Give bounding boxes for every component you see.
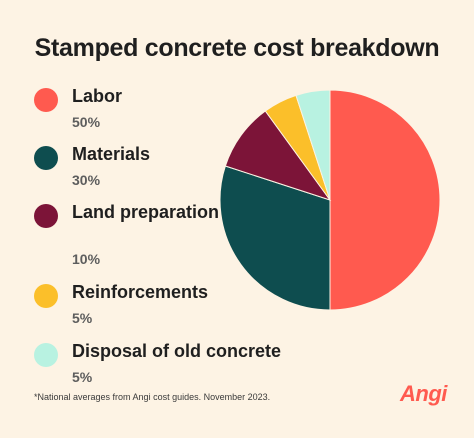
legend-value-materials: 30%: [72, 172, 101, 188]
legend-label-reinforcements: Reinforcements: [72, 282, 209, 302]
legend-label-labor: Labor: [72, 86, 123, 106]
footnote: *National averages from Angi cost guides…: [34, 392, 271, 402]
legend-label-materials: Materials: [72, 144, 151, 164]
pie-slice-labor: [329, 89, 441, 311]
legend-label-disposal: Disposal of old concrete: [72, 341, 282, 361]
legend-swatch-land-preparation: [34, 204, 58, 228]
legend-swatch-labor: [34, 88, 58, 112]
legend-value-land-preparation: 10%: [72, 251, 101, 267]
legend-swatch-materials: [34, 146, 58, 170]
pie-chart: [219, 89, 441, 311]
pie-slice-materials: [219, 165, 331, 311]
chart-title: Stamped concrete cost breakdown: [34, 34, 440, 62]
legend-value-disposal: 5%: [72, 369, 93, 385]
legend-swatch-reinforcements: [34, 284, 58, 308]
legend-label-land-preparation: Land preparation: [72, 202, 220, 222]
angi-logo: Angi: [400, 381, 447, 406]
pie-slice-disposal: [295, 89, 331, 201]
legend-value-reinforcements: 5%: [72, 310, 93, 326]
legend-value-labor: 50%: [72, 114, 101, 130]
legend-swatch-disposal: [34, 343, 58, 367]
